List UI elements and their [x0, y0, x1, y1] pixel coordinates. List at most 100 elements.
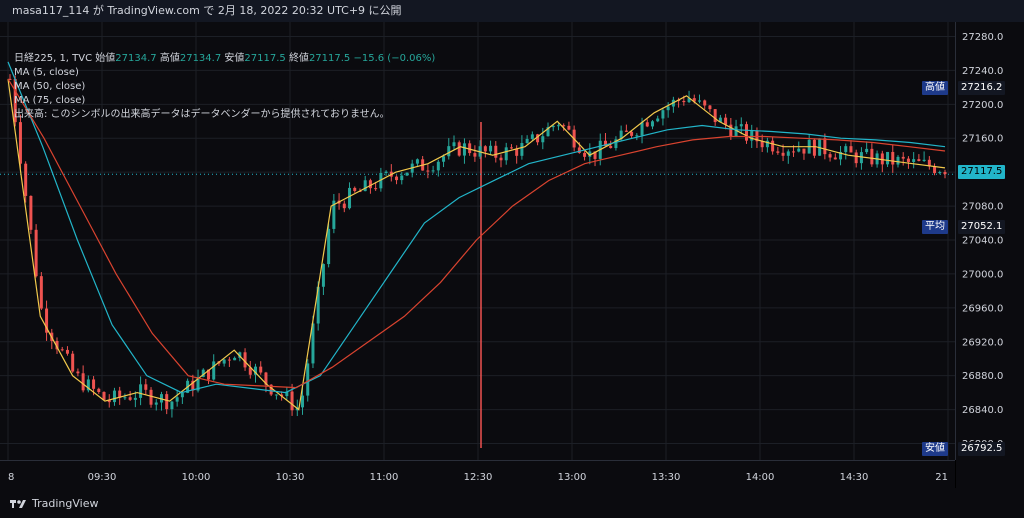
high-price-value: 27216.2 — [958, 81, 1006, 95]
candle-body — [254, 366, 258, 375]
candle-body — [896, 156, 900, 165]
time-tick-label: 10:00 — [182, 472, 211, 483]
publish-info-bar: masa117_114 が TradingView.com で 2月 18, 2… — [0, 0, 1024, 22]
candle-body — [212, 361, 216, 380]
time-tick-label: 14:00 — [746, 472, 775, 483]
candle-body — [833, 157, 837, 160]
candle-body — [123, 397, 127, 399]
legend-ma75[interactable]: MA (75, close) — [14, 95, 86, 106]
candle-body — [823, 138, 827, 155]
candle-body — [562, 125, 566, 127]
candle-body — [509, 147, 513, 149]
candle-body — [462, 143, 466, 156]
publish-info-text: masa117_114 が TradingView.com で 2月 18, 2… — [12, 4, 402, 17]
candle-body — [269, 384, 273, 395]
candle-body — [645, 122, 649, 127]
legend-close-value: 27117.5 — [308, 53, 351, 64]
legend-ma5[interactable]: MA (5, close) — [14, 67, 79, 78]
candle-body — [457, 142, 461, 156]
candle-body — [71, 353, 75, 372]
candle-body — [494, 145, 498, 158]
candle-body — [844, 146, 848, 152]
candle-body — [603, 140, 607, 146]
candle-body — [933, 166, 937, 174]
time-tick-label: 13:00 — [558, 472, 587, 483]
candle-body — [520, 143, 524, 156]
candle-body — [159, 394, 163, 403]
candle-body — [201, 369, 205, 377]
candle-body — [107, 399, 111, 403]
candle-body — [818, 138, 822, 156]
price-tick-label: 27040.0 — [962, 236, 1003, 247]
candle-body — [489, 145, 493, 152]
candle-body — [687, 98, 691, 103]
candle-body — [786, 151, 790, 156]
time-tick-label: 12:30 — [464, 472, 493, 483]
price-tick-label: 26880.0 — [962, 371, 1003, 382]
candle-body — [316, 286, 320, 324]
candle-body — [327, 228, 331, 265]
candle-body — [530, 134, 534, 139]
candle-body — [238, 352, 242, 358]
candle-body — [880, 153, 884, 165]
price-tick-label: 27240.0 — [962, 66, 1003, 77]
candle-body — [374, 188, 378, 190]
candle-body — [943, 172, 947, 175]
candle-body — [734, 126, 738, 137]
candle-body — [859, 152, 863, 164]
candle-body — [81, 373, 85, 391]
candle-body — [504, 147, 508, 161]
tradingview-brand[interactable]: TradingView — [10, 497, 98, 510]
low-price-value: 26792.5 — [958, 442, 1006, 456]
candle-body — [865, 148, 869, 153]
candle-body — [499, 157, 503, 161]
candle-body — [452, 142, 456, 147]
price-tick-label: 26840.0 — [962, 405, 1003, 416]
price-tick-label: 27200.0 — [962, 100, 1003, 111]
candle-body — [739, 124, 743, 127]
price-tick-label: 26920.0 — [962, 337, 1003, 348]
ma5-line — [7, 78, 946, 411]
chart-pane[interactable]: 日経225, 1, TVC 始値27134.7 高値27134.7 安値2711… — [0, 22, 956, 460]
candle-body — [640, 122, 644, 136]
avg-tag-label: 平均 — [925, 221, 945, 232]
candle-body — [609, 145, 613, 149]
candle-body — [901, 156, 905, 159]
candle-body — [781, 152, 785, 156]
candle-body — [541, 136, 545, 143]
candle-body — [353, 187, 357, 192]
candle-body — [311, 323, 315, 364]
candle-body — [938, 172, 942, 174]
candle-body — [395, 176, 399, 181]
legend-high-value: 27134.7 — [179, 53, 222, 64]
candle-body — [102, 392, 106, 400]
price-scale[interactable]: 27280.027240.027200.027160.027120.027080… — [922, 22, 1024, 460]
candle-body — [65, 349, 69, 354]
candle-body — [760, 141, 764, 148]
legend-symbol: 日経225, 1, TVC — [14, 53, 93, 64]
time-tick-label: 10:30 — [276, 472, 305, 483]
candle-body — [447, 146, 451, 157]
candle-body — [379, 172, 383, 189]
candle-body — [556, 125, 560, 127]
candle-body — [912, 159, 916, 162]
candle-body — [149, 389, 153, 405]
candle-body — [917, 159, 921, 162]
candle-body — [442, 156, 446, 162]
time-axis[interactable]: 8 09:30 10:00 10:30 11:00 12:30 13:00 13:30 14:0… — [0, 460, 955, 489]
candle-body — [624, 130, 628, 132]
candle-body — [567, 125, 571, 130]
candle-body — [703, 100, 707, 106]
candle-body — [415, 159, 419, 164]
ma50-line — [7, 61, 946, 394]
ma75-line — [7, 78, 946, 389]
candle-body — [39, 276, 43, 309]
candle-body — [588, 151, 592, 157]
legend-ma50[interactable]: MA (50, close) — [14, 81, 86, 92]
candle-body — [274, 394, 278, 396]
candle-body — [180, 392, 184, 398]
candle-body — [196, 376, 200, 391]
candle-body — [170, 401, 174, 410]
candle-body — [384, 171, 388, 173]
price-chart[interactable] — [0, 22, 955, 460]
